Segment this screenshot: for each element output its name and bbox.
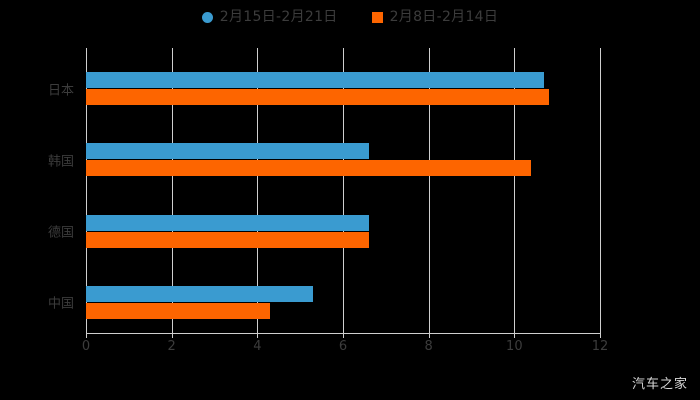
x-axis-tick-label: 0 [81,339,91,354]
gridline [600,48,601,333]
bar[interactable] [86,72,545,89]
bar[interactable] [86,143,369,160]
bar[interactable] [86,214,369,231]
gridline [257,48,259,333]
x-axis-tick-mark [257,333,259,338]
x-axis-tick-mark [514,333,516,338]
x-axis-tick-label: 2 [167,339,176,354]
bar[interactable] [86,231,369,248]
x-axis-tick-mark [600,333,601,338]
legend-entry[interactable]: 2月15日-2月21日 [201,9,338,25]
legend-label: 2月8日-2月14日 [389,9,499,25]
gridline [514,48,516,333]
y-axis-category-label: 韩国 [47,154,74,170]
legend-label: 2月15日-2月21日 [219,9,338,25]
legend-entry[interactable]: 2月8日-2月14日 [371,9,499,25]
bar[interactable] [86,302,271,319]
legend-swatch-square-icon [371,11,383,23]
gridline [343,48,344,333]
y-axis-category-label: 德国 [47,225,74,241]
x-axis-tick-label: 10 [506,339,523,354]
y-axis-category-label: 日本 [47,83,74,99]
x-axis-tick-label: 8 [424,339,433,354]
legend-swatch-dot-icon [201,11,213,23]
gridline [171,48,173,333]
gridline [428,48,430,333]
chart-legend: 2月15日-2月21日 2月8日-2月14日 [0,0,700,34]
plot-area [86,48,601,333]
gridline [86,48,87,333]
x-axis-tick-mark [86,333,87,338]
x-axis-tick-label: 4 [253,339,262,354]
watermark: 汽车之家 [631,377,688,392]
x-axis-tick-mark [428,333,430,338]
y-axis-category-label: 中国 [47,296,74,312]
x-axis-tick-mark [343,333,344,338]
bar[interactable] [86,285,314,302]
x-axis-tick-mark [171,333,173,338]
bar[interactable] [86,160,532,177]
x-axis-tick-label: 12 [591,339,609,354]
bar[interactable] [86,89,549,106]
x-axis-tick-label: 6 [338,339,348,354]
